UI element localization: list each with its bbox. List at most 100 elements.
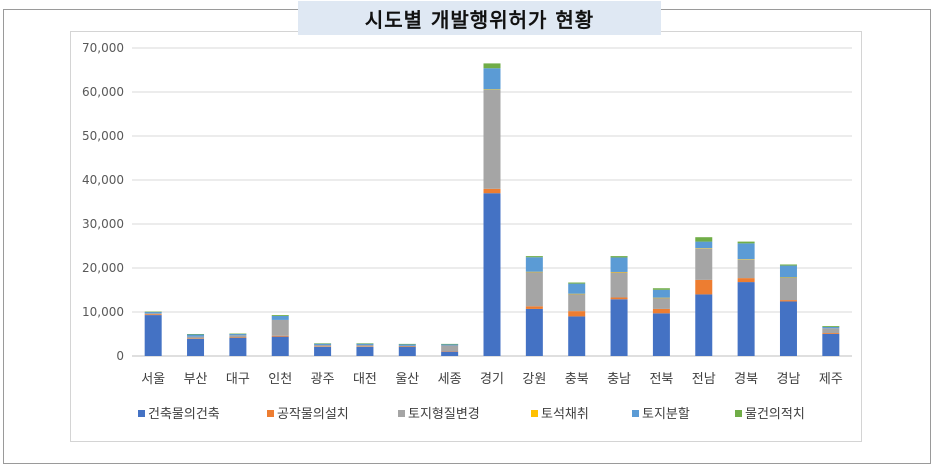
x-category-label: 대구	[226, 372, 250, 387]
chart-title: 시도별 개발행위허가 현황	[364, 7, 595, 32]
bar-segment	[737, 259, 755, 279]
x-category-label: 충북	[565, 372, 589, 387]
bar-segment	[144, 312, 162, 314]
bar-segment	[568, 316, 586, 356]
x-category-label: 광주	[311, 372, 335, 387]
bar-segment	[314, 345, 332, 347]
bar-segment	[610, 257, 628, 272]
chart-area	[70, 31, 862, 442]
bar-segment	[187, 338, 205, 356]
x-category-label: 강원	[522, 372, 546, 387]
bar-segment	[610, 297, 628, 300]
bar-segment	[737, 259, 755, 260]
bar-segment	[144, 313, 162, 315]
bar-segment	[314, 343, 332, 345]
bar-segment	[737, 241, 755, 244]
bar-segment	[568, 293, 586, 295]
bar-segment	[779, 300, 797, 302]
bar-segment	[187, 334, 205, 335]
bar-segment	[398, 344, 416, 346]
x-category-label: 경북	[734, 372, 758, 387]
bar-segment	[356, 346, 374, 347]
bar-segment	[568, 311, 586, 317]
bar-segment	[398, 343, 416, 345]
bar-segment	[229, 337, 247, 356]
bar-segment	[356, 343, 374, 344]
bar-segment	[398, 345, 416, 347]
bar-segment	[441, 344, 459, 346]
bar-segment	[525, 257, 543, 272]
x-category-label: 충남	[607, 372, 631, 387]
legend-label: 공작물의설치	[277, 407, 349, 422]
bar-segment	[822, 334, 840, 356]
bar-segment	[483, 68, 501, 90]
bar-segment	[737, 278, 755, 283]
bar-segment	[652, 297, 670, 309]
legend-label: 토석채취	[541, 407, 589, 422]
bar-segment	[610, 271, 628, 273]
bar-segment	[271, 335, 289, 337]
bar-segment	[356, 346, 374, 356]
y-tick-label: 0	[116, 349, 124, 363]
legend-swatch	[531, 410, 538, 417]
legend-swatch	[138, 410, 145, 417]
bar-segment	[610, 299, 628, 356]
bar-segment	[652, 313, 670, 356]
bar-segment	[779, 264, 797, 266]
bar-segment	[441, 351, 459, 356]
bar-segment	[525, 271, 543, 307]
bar-segment	[610, 256, 628, 258]
x-category-label: 인천	[268, 372, 292, 387]
bar-segment	[144, 315, 162, 356]
bar-segment	[144, 311, 162, 313]
legend-swatch	[735, 410, 742, 417]
bar-segment	[779, 277, 797, 301]
bar-segment	[483, 89, 501, 90]
bar-segment	[737, 282, 755, 356]
bar-segment	[822, 328, 840, 334]
bar-segment	[483, 63, 501, 69]
bar-segment	[187, 336, 205, 339]
bar-segment	[737, 243, 755, 260]
bar-segment	[652, 288, 670, 290]
bar-segment	[695, 294, 713, 356]
x-category-label: 서울	[141, 372, 165, 387]
bar-segment	[483, 193, 501, 356]
y-tick-label: 70,000	[82, 41, 124, 55]
bar-segment	[441, 343, 459, 345]
bar-segment	[695, 248, 713, 280]
legend-swatch	[267, 410, 274, 417]
bar-segment	[144, 314, 162, 316]
bar-segment	[187, 338, 205, 339]
legend-label: 토지형질변경	[408, 407, 480, 422]
bar-segment	[652, 289, 670, 298]
bar-segment	[441, 345, 459, 352]
bar-segment	[822, 326, 840, 329]
x-category-label: 부산	[184, 372, 208, 387]
bar-segment	[652, 297, 670, 299]
x-category-label: 경남	[777, 372, 801, 387]
bar-segment	[525, 271, 543, 273]
chart-title-box: 시도별 개발행위허가 현황	[298, 1, 661, 35]
bar-segment	[271, 336, 289, 356]
bar-segment	[779, 301, 797, 356]
bar-segment	[822, 326, 840, 327]
x-category-label: 경기	[480, 372, 504, 387]
x-category-label: 전남	[692, 372, 716, 387]
y-tick-label: 50,000	[82, 129, 124, 143]
bar-segment	[271, 315, 289, 320]
bar-segment	[314, 343, 332, 344]
bar-segment	[441, 351, 459, 352]
bar-segment	[525, 308, 543, 356]
legend-label: 토지분할	[642, 407, 690, 422]
y-tick-label: 10,000	[82, 305, 124, 319]
bar-segment	[525, 256, 543, 258]
legend-swatch	[632, 410, 639, 417]
bar-segment	[652, 308, 670, 314]
bar-segment	[314, 346, 332, 347]
bar-segment	[483, 188, 501, 194]
bar-segment	[483, 89, 501, 189]
x-category-label: 제주	[819, 372, 843, 387]
y-tick-label: 40,000	[82, 173, 124, 187]
